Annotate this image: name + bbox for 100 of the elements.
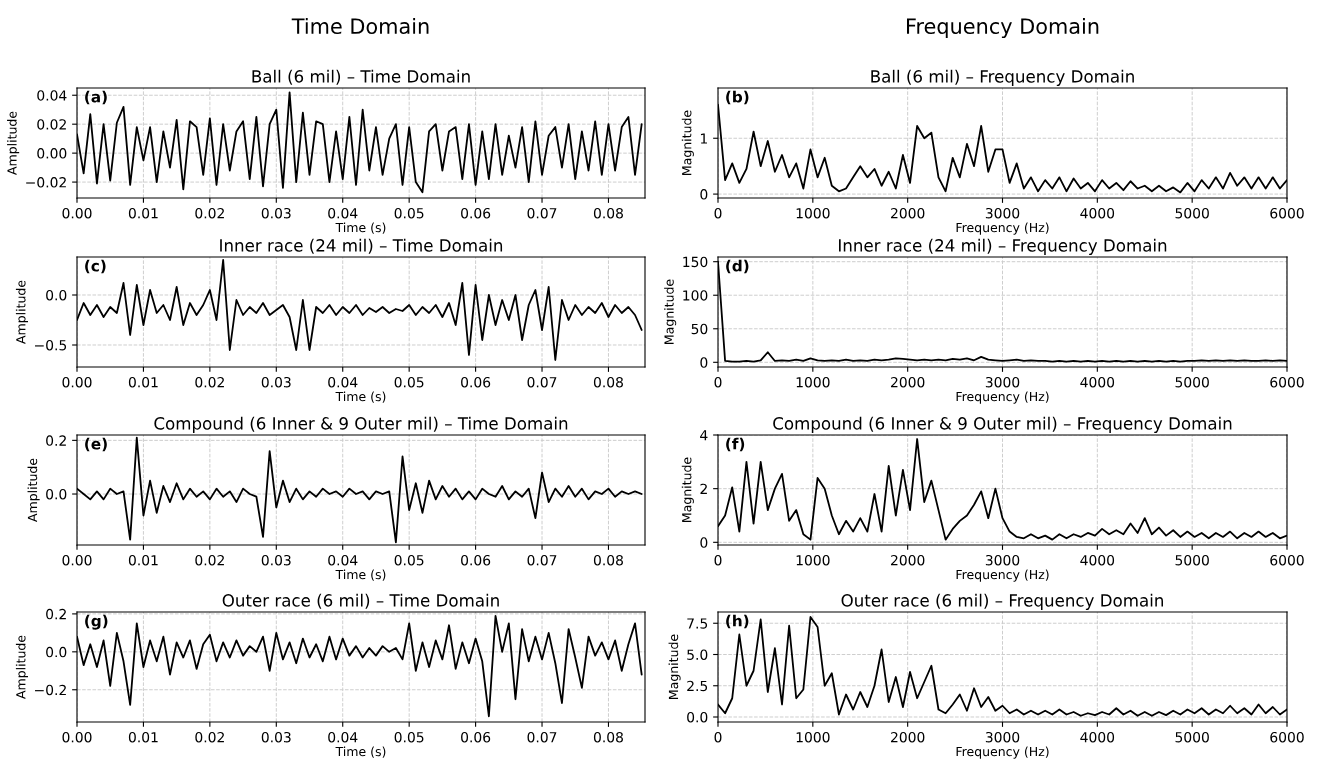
x-tick-label: 0.05 (394, 376, 424, 388)
x-tick-label: 2000 (891, 207, 925, 219)
x-tick-label: 0.04 (328, 554, 358, 566)
x-axis-title: Time (s) (335, 222, 386, 234)
x-tick-label: 0.08 (593, 376, 623, 388)
annotation: (g) (85, 614, 108, 630)
x-tick-label: 4000 (1080, 554, 1115, 566)
line-series (77, 91, 643, 194)
annotation: (d) (726, 259, 749, 274)
x-tick-label: 0.05 (394, 731, 424, 743)
x-axis-title: Frequency (Hz) (956, 391, 1049, 404)
annotation: (h) (726, 614, 749, 629)
x-axis-title: Frequency (Hz) (956, 746, 1049, 759)
chart-title: Outer race (6 mil) – Time Domain (222, 593, 499, 609)
x-tick-label: 4000 (1080, 731, 1115, 743)
x-axis-title: Frequency (Hz) (956, 569, 1049, 582)
y-tick-label: −0.02 (26, 177, 66, 188)
x-tick-label: 3000 (985, 731, 1020, 743)
x-tick-label: 5000 (1175, 731, 1209, 743)
x-tick-label: 0.05 (394, 554, 424, 566)
annotation: (e) (85, 437, 107, 452)
x-tick-label: 6000 (1270, 731, 1304, 743)
y-axis-title: Magnitude (668, 634, 681, 699)
x-tick-label: 0.08 (593, 731, 623, 743)
y-axis-title: Magnitude (681, 110, 694, 175)
y-axis-title: Amplitude (27, 458, 40, 522)
chart-title: Compound (6 Inner & 9 Outer mil) – Time Domain (154, 416, 568, 433)
y-tick-label: 4 (700, 430, 708, 441)
x-tick-label: 0.07 (527, 376, 557, 388)
x-axis-title: Frequency (Hz) (956, 222, 1049, 235)
text: Frequency Domain (907, 17, 1099, 39)
y-tick-label: 0.2 (46, 608, 66, 620)
x-tick-label: 0.06 (461, 376, 491, 388)
x-tick-label: 0.08 (593, 554, 623, 566)
x-tick-label: 0.07 (527, 731, 557, 743)
x-axis-title: Time (s) (335, 746, 386, 758)
x-tick-label: 1000 (796, 731, 830, 743)
chart-title: Compound (6 Inner & 9 Outer mil) – Frequency Domain (773, 416, 1232, 433)
y-tick-label: 2.5 (687, 680, 708, 692)
x-tick-label: 3000 (985, 376, 1020, 388)
text: Time Domain (291, 17, 429, 35)
x-tick-label: 0.01 (128, 554, 158, 566)
x-tick-label: 0.07 (527, 207, 557, 219)
x-tick-label: 0 (714, 207, 722, 219)
x-tick-label: 0.00 (62, 376, 92, 388)
y-tick-label: 0.0 (46, 488, 67, 500)
y-tick-label: −0.5 (35, 339, 67, 351)
x-tick-label: 0 (714, 376, 722, 388)
y-tick-label: 0.0 (46, 289, 67, 301)
x-tick-label: 0.01 (128, 207, 158, 219)
x-tick-label: 0.03 (261, 731, 291, 743)
line-series (718, 438, 1287, 541)
chart-title: Outer race (6 mil) – Frequency Domain (841, 593, 1163, 610)
y-tick-label: −0.2 (35, 684, 66, 696)
x-tick-label: 0.02 (195, 554, 224, 566)
y-tick-label: 7.5 (687, 618, 708, 629)
chart-title: Ball (6 mil) – Time Domain (252, 69, 470, 85)
x-axis-title: Time (s) (335, 391, 386, 403)
x-tick-label: 0 (714, 554, 722, 566)
x-tick-label: 0.02 (195, 731, 224, 743)
y-axis-title: Magnitude (681, 457, 694, 522)
x-tick-label: 0.02 (195, 207, 224, 219)
annotation: (a) (85, 90, 107, 105)
y-tick-label: 0 (700, 357, 708, 368)
x-tick-label: 2000 (891, 554, 925, 566)
x-tick-label: 0.03 (261, 554, 291, 566)
x-tick-label: 0.00 (62, 207, 92, 219)
x-tick-label: 0.06 (461, 207, 491, 219)
x-tick-label: 0.04 (328, 731, 358, 743)
x-tick-label: 6000 (1270, 376, 1304, 388)
y-axis-title: Amplitude (15, 635, 28, 699)
y-tick-label: 150 (683, 256, 708, 268)
y-tick-label: 0.04 (37, 90, 67, 101)
x-tick-label: 2000 (891, 731, 925, 743)
chart-title: Inner race (24 mil) – Frequency Domain (839, 238, 1167, 255)
x-tick-label: 3000 (985, 207, 1020, 219)
annotation: (f) (726, 437, 745, 452)
y-tick-label: 0.00 (37, 148, 67, 159)
x-tick-label: 0.04 (328, 207, 358, 219)
x-tick-label: 0 (714, 731, 722, 743)
x-tick-label: 0.01 (128, 376, 158, 388)
y-axis-title: Amplitude (7, 111, 20, 175)
chart-title: Ball (6 mil) – Frequency Domain (871, 69, 1134, 86)
y-axis-title: Magnitude (664, 279, 677, 344)
y-tick-label: 5.0 (687, 649, 708, 660)
x-tick-label: 0.00 (62, 554, 92, 566)
x-tick-label: 0.03 (261, 376, 291, 388)
x-tick-label: 4000 (1080, 207, 1115, 219)
x-tick-label: 0.03 (261, 207, 291, 219)
x-axis-title: Time (s) (335, 569, 386, 581)
x-tick-label: 0.01 (128, 731, 158, 743)
x-tick-label: 4000 (1080, 376, 1115, 388)
x-tick-label: 1000 (796, 207, 830, 219)
x-tick-label: 6000 (1270, 207, 1304, 219)
x-tick-label: 5000 (1175, 207, 1209, 219)
x-tick-label: 0.07 (527, 554, 557, 566)
x-tick-label: 0.04 (328, 376, 358, 388)
annotation: (c) (85, 259, 106, 274)
y-tick-label: 1 (700, 133, 707, 144)
x-tick-label: 0.06 (461, 554, 491, 566)
